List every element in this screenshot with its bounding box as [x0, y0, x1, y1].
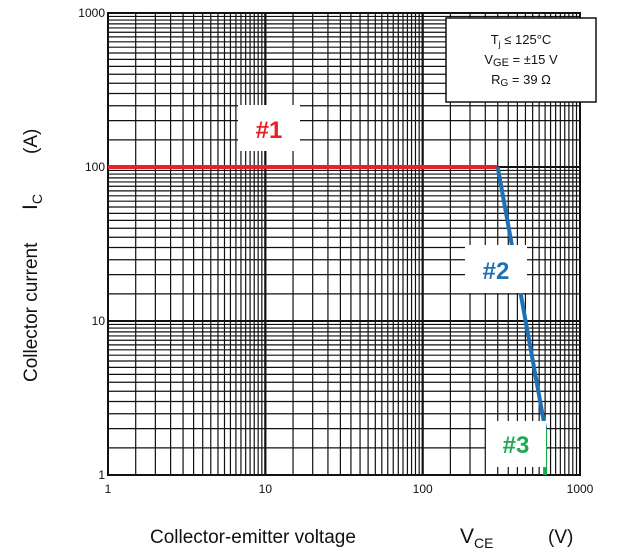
plot-frame: [107, 12, 581, 476]
y-tick-label: 1: [98, 468, 105, 482]
region-label-2: #2: [465, 245, 527, 293]
region-label-1: #1: [238, 105, 300, 151]
y-axis-unit: (A): [21, 129, 42, 154]
y-axis-title-group: Collector current IC (A): [19, 129, 45, 382]
y-tick-labels: 1 10 100 1000: [78, 6, 105, 482]
y-tick-label: 100: [85, 160, 105, 174]
x-axis-symbol: VCE: [460, 525, 493, 551]
x-tick-label: 10: [259, 482, 273, 496]
x-tick-label: 100: [413, 482, 433, 496]
condition-tj: Tj ≤ 125°C: [491, 32, 552, 49]
y-tick-label: 10: [92, 314, 106, 328]
y-tick-label: 1000: [78, 6, 105, 20]
x-axis-unit: (V): [548, 527, 573, 548]
condition-rg: RG = 39 Ω: [491, 72, 551, 89]
x-tick-label: 1000: [567, 482, 594, 496]
series-label-2: #2: [483, 258, 510, 285]
condition-vge: VGE = ±15 V: [484, 52, 558, 69]
region-label-3: #3: [486, 421, 546, 467]
x-tick-label: 1: [105, 482, 112, 496]
x-axis-title: Collector-emitter voltage: [150, 527, 356, 548]
series-line-2: [495, 166, 548, 429]
y-axis-title: Collector current: [21, 242, 42, 382]
series-label-3: #3: [503, 432, 530, 459]
x-tick-labels: 1 10 100 1000: [105, 482, 594, 496]
conditions-box: Tj ≤ 125°C VGE = ±15 V RG = 39 Ω: [445, 17, 597, 103]
grid: [107, 12, 581, 476]
y-axis-symbol: IC: [19, 194, 45, 210]
series-label-1: #1: [256, 117, 283, 144]
